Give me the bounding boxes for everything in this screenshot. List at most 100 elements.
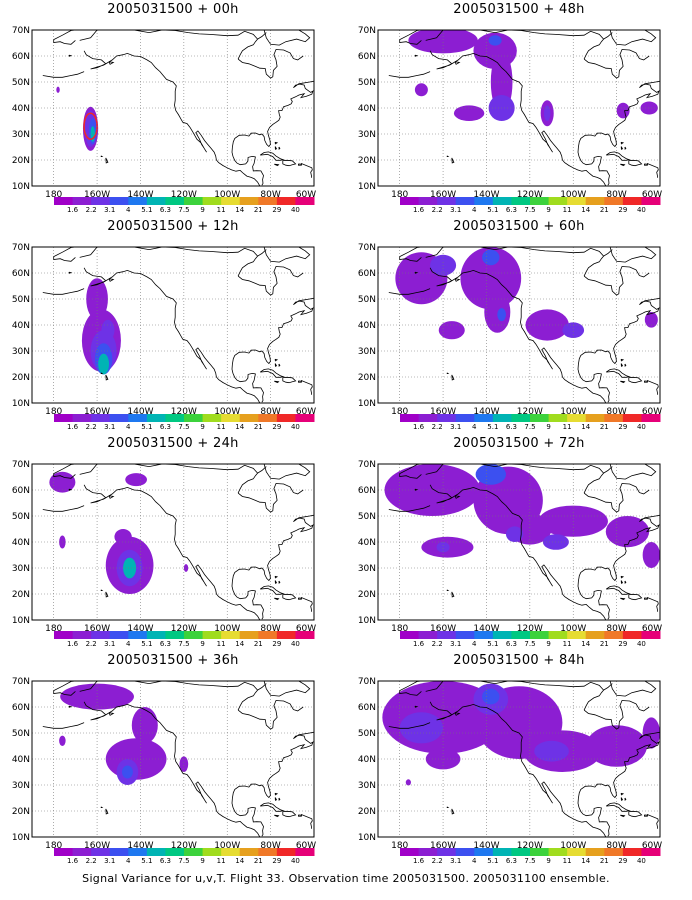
coastline <box>83 701 261 837</box>
colorbar-label: 6.3 <box>506 640 517 648</box>
colorbar-label: 29 <box>618 640 627 648</box>
lon-tick-label: 60W <box>642 624 662 634</box>
lat-tick-label: 20N <box>12 590 30 600</box>
lat-tick-label: 60N <box>358 52 376 62</box>
variance-contour-fill <box>436 542 450 553</box>
coastline <box>646 380 659 395</box>
colorbar-label: 29 <box>618 206 627 214</box>
colorbar-swatch <box>604 197 624 205</box>
colorbar-swatch <box>128 414 148 422</box>
panel-title: 2005031500 + 12h <box>107 219 239 234</box>
colorbar-label: 11 <box>217 640 226 648</box>
colorbar-label: 7.5 <box>524 423 535 431</box>
map-canvas: 10N 20N 30N 40N 50N 60N 70N 180 160W 140W 120W 100W… <box>358 26 662 214</box>
coastline <box>274 597 280 601</box>
lon-tick-label: 100W <box>214 407 240 417</box>
lon-tick-label: 140W <box>473 407 499 417</box>
colorbar-swatch <box>418 631 438 639</box>
colorbar-label: 21 <box>600 640 609 648</box>
map-frame <box>377 246 661 404</box>
colorbar-swatch <box>511 197 531 205</box>
coastline <box>583 38 604 60</box>
colorbar-label: 14 <box>235 857 244 865</box>
colorbar-swatch <box>641 848 661 856</box>
lat-tick-label: 40N <box>12 104 30 114</box>
lon-tick-label: 60W <box>296 624 316 634</box>
colorbar-label: 11 <box>217 857 226 865</box>
colorbar-swatch <box>276 631 296 639</box>
colorbar-swatch <box>239 848 259 856</box>
variance-contour-fill <box>179 756 189 772</box>
colorbar-label: 29 <box>272 423 281 431</box>
lon-tick-label: 180 <box>391 624 408 634</box>
lat-tick-label: 70N <box>12 26 30 36</box>
lon-tick-label: 140W <box>127 407 153 417</box>
coastline <box>237 255 258 277</box>
variance-contour-fill <box>605 516 650 548</box>
map-frame <box>31 246 315 404</box>
colorbar-swatch <box>622 197 642 205</box>
colorbar-label: 9 <box>200 423 204 431</box>
coastline <box>609 247 657 263</box>
coastline <box>278 797 281 801</box>
coastline <box>100 589 104 592</box>
colorbar-swatch <box>530 414 550 422</box>
colorbar-swatch <box>184 631 204 639</box>
colorbar-label: 1.6 <box>413 206 425 214</box>
coastline <box>446 372 450 375</box>
variance-contour-fill <box>505 526 524 542</box>
lon-tick-label: 100W <box>214 190 240 200</box>
coastline <box>263 464 311 480</box>
coastline <box>79 464 267 475</box>
coastline <box>231 80 314 186</box>
lon-tick-label: 180 <box>45 407 62 417</box>
coastline <box>237 266 304 296</box>
colorbar-swatch <box>146 848 166 856</box>
colorbar-swatch <box>165 848 185 856</box>
coastline <box>83 50 261 186</box>
colorbar-label: 11 <box>563 206 572 214</box>
panel-title: 2005031500 + 84h <box>453 653 585 668</box>
coastline <box>414 271 419 274</box>
colorbar-label: 6.3 <box>160 206 171 214</box>
map-canvas: 10N 20N 30N 40N 50N 60N 70N 180 160W 140W 120W 100W… <box>358 460 662 648</box>
coastline <box>620 792 625 796</box>
coastline <box>620 597 626 601</box>
colorbar-label: 40 <box>637 206 646 214</box>
coastline <box>446 589 450 592</box>
lat-tick-label: 20N <box>12 156 30 166</box>
colorbar-swatch <box>165 414 185 422</box>
colorbar-label: 7.5 <box>178 423 189 431</box>
coastline <box>388 71 431 78</box>
lon-tick-label: 80W <box>260 407 280 417</box>
coastline <box>451 591 455 598</box>
colorbar-label: 7.5 <box>178 640 189 648</box>
colorbar-label: 21 <box>254 857 263 865</box>
coastline <box>282 810 297 818</box>
variance-contour-fill <box>438 321 465 340</box>
colorbar-swatch <box>128 631 148 639</box>
colorbar-label: 6.3 <box>506 857 517 865</box>
coastline <box>414 488 419 491</box>
coastline <box>79 681 267 692</box>
coastline <box>624 363 627 367</box>
colorbar-swatch <box>530 631 550 639</box>
colorbar-swatch <box>221 197 241 205</box>
colorbar-swatch <box>276 848 296 856</box>
map-panel: 2005031500 + 12h 10N 20N 30N 40N 50N 60N 70N 180… <box>0 217 346 435</box>
colorbar-label: 14 <box>581 423 590 431</box>
coastline <box>605 368 631 378</box>
coastline <box>105 157 109 164</box>
colorbar-label: 40 <box>291 423 300 431</box>
map-frame <box>377 29 661 187</box>
coastline <box>282 593 297 601</box>
lon-tick-label: 80W <box>606 624 626 634</box>
colorbar-swatch <box>54 197 74 205</box>
coastline <box>605 151 631 161</box>
coastline <box>577 731 660 837</box>
lon-tick-label: 120W <box>171 624 197 634</box>
lon-tick-label: 60W <box>296 841 316 851</box>
lon-tick-label: 180 <box>45 841 62 851</box>
lat-tick-label: 20N <box>358 156 376 166</box>
colorbar-label: 1.6 <box>67 423 79 431</box>
